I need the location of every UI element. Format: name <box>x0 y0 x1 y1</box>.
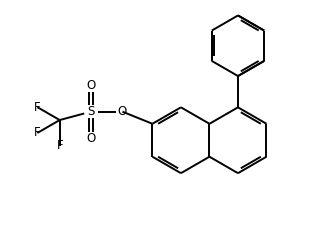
Text: F: F <box>34 126 41 139</box>
Text: F: F <box>34 101 41 114</box>
Text: O: O <box>86 79 95 92</box>
Text: O: O <box>118 105 127 118</box>
Text: O: O <box>86 132 95 145</box>
Text: F: F <box>56 139 63 152</box>
Text: S: S <box>87 105 94 118</box>
